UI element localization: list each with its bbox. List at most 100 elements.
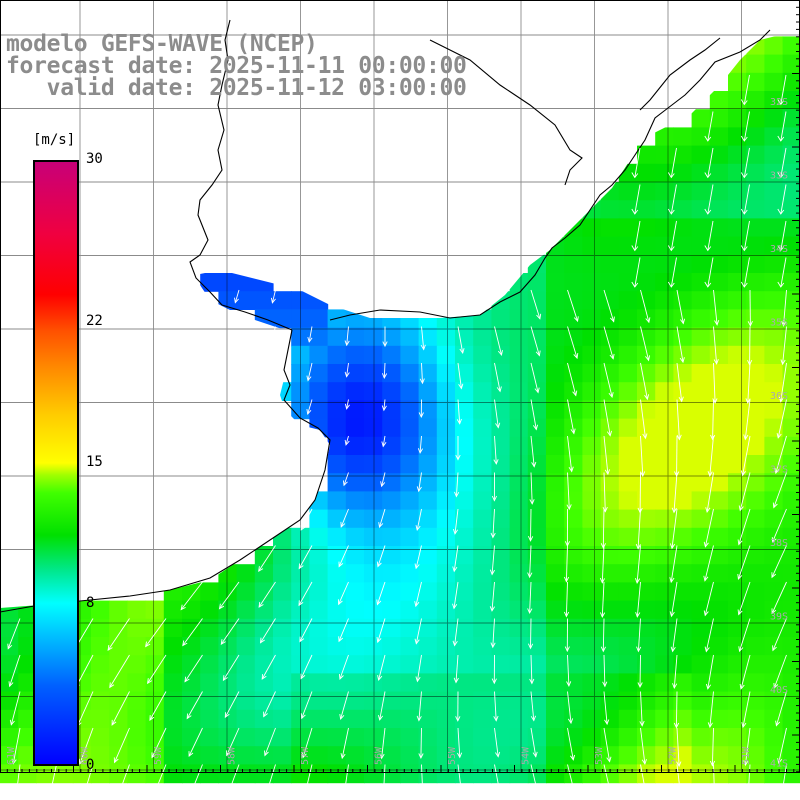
field-cell: [163, 618, 183, 638]
field-cell: [618, 345, 638, 365]
field-cell: [746, 637, 765, 656]
field-cell: [418, 546, 438, 565]
field-cell: [637, 655, 656, 674]
field-cell: [728, 728, 747, 747]
wind-arrow: [220, 618, 240, 645]
field-cell: [309, 600, 329, 620]
field-cell: [637, 564, 656, 583]
wind-arrow: [299, 618, 313, 643]
wind-arrow: [300, 654, 313, 680]
field-cell: [291, 691, 310, 711]
title-forecast-date: forecast date: 2025-11-11 00:00:00: [6, 53, 467, 79]
field-cell: [182, 691, 201, 711]
field-cell: [236, 746, 256, 765]
field-cell: [618, 182, 638, 201]
field-cell: [691, 163, 711, 183]
field-cell: [236, 582, 256, 602]
field-cell: [509, 364, 529, 383]
field-cell: [546, 764, 565, 784]
wind-arrow: [640, 326, 651, 362]
wind-arrow: [184, 654, 203, 683]
field-cell: [0, 691, 19, 711]
field-cell: [418, 746, 438, 765]
field-cell: [345, 600, 365, 620]
field-cell: [782, 637, 800, 656]
field-cell: [254, 673, 274, 693]
field-cell: [254, 764, 274, 784]
field-cell: [691, 218, 711, 238]
field-cell: [637, 582, 656, 602]
field-cell: [709, 691, 729, 711]
field-cell: [600, 527, 620, 547]
field-cell: [400, 673, 420, 693]
latitude-label: 36S: [770, 391, 788, 402]
field-cell: [564, 728, 583, 747]
field-cell: [509, 473, 529, 492]
field-cell: [546, 637, 565, 656]
field-cell: [618, 200, 638, 219]
field-cell: [273, 746, 292, 765]
wind-arrow: [739, 654, 751, 690]
field-cell: [691, 254, 711, 274]
field-cell: [600, 236, 620, 256]
field-cell: [509, 728, 529, 747]
field-cell: [564, 600, 583, 620]
field-cell: [418, 618, 438, 638]
field-cell: [691, 364, 711, 383]
field-cell: [127, 709, 147, 729]
field-cell: [327, 691, 347, 711]
field-cell: [527, 655, 547, 674]
field-cell: [618, 509, 638, 529]
coastline-north: [189, 19, 293, 331]
field-cell: [509, 600, 529, 620]
field-cell: [728, 436, 747, 456]
field-cell: [91, 600, 110, 620]
field-cell: [491, 309, 511, 329]
field-cell: [455, 527, 474, 547]
field-cell: [746, 54, 765, 74]
field-cell: [127, 655, 147, 674]
field-cell: [309, 564, 329, 583]
field-cell: [436, 418, 456, 438]
field-cell: [582, 364, 602, 383]
field-cell: [582, 418, 602, 438]
wind-arrow: [418, 399, 424, 419]
field-cell: [582, 436, 602, 456]
field-cell: [291, 618, 310, 638]
field-cell: [364, 327, 383, 347]
field-cell: [309, 345, 329, 365]
wind-arrow: [599, 581, 606, 619]
field-cell: [509, 291, 529, 310]
wind-arrow: [669, 581, 678, 618]
field-cell: [200, 673, 219, 693]
field-cell: [637, 637, 656, 656]
field-cell: [673, 728, 693, 747]
field-cell: [637, 673, 656, 693]
field-cell: [582, 655, 602, 674]
field-cell: [600, 564, 620, 583]
field-cell: [345, 455, 365, 474]
field-cell: [600, 509, 620, 529]
field-cell: [709, 746, 729, 765]
wind-arrow: [703, 581, 714, 617]
field-cell: [527, 436, 547, 456]
field-cell: [673, 491, 693, 511]
field-cell: [746, 72, 765, 92]
field-cell: [728, 200, 747, 219]
field-cell: [400, 400, 420, 420]
title-model: modelo GEFS-WAVE (NCEP): [6, 31, 318, 57]
field-cell: [345, 637, 365, 656]
field-cell: [200, 709, 219, 729]
field-cell: [637, 236, 656, 256]
field-cell: [527, 473, 547, 492]
wind-arrow: [704, 147, 714, 179]
wind-arrow: [527, 508, 534, 542]
field-cell: [764, 72, 784, 92]
field-cell: [546, 436, 565, 456]
field-cell: [655, 273, 674, 292]
field-cell: [746, 600, 765, 620]
field-cell: [236, 637, 256, 656]
field-cell: [345, 509, 365, 529]
field-cell: [382, 728, 401, 747]
field-cell: [327, 327, 347, 347]
